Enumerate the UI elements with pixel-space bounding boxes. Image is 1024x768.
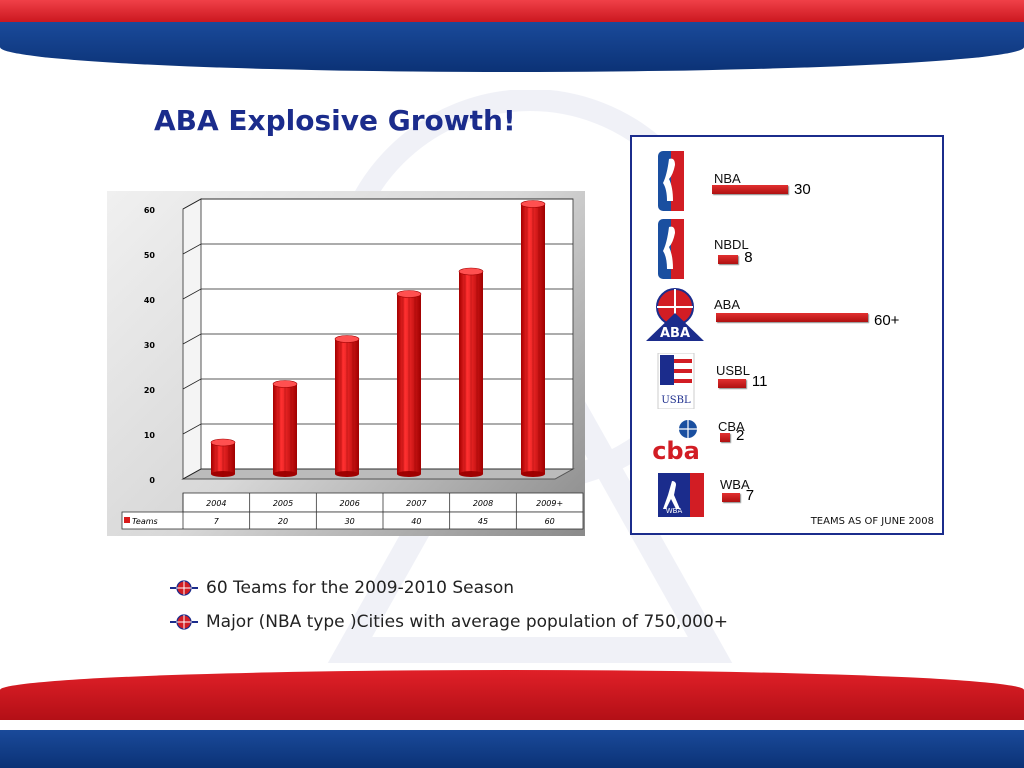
league-comparison-panel: NBA 30 NBDL 8 ABA ABA 60+ USBL	[630, 135, 944, 535]
bar-top	[210, 438, 236, 447]
league-row-nba: NBA 30	[632, 151, 942, 211]
table-category-label: 2004	[206, 499, 226, 508]
bottom-blue-band	[0, 730, 1024, 768]
y-axis-ticks: 0 10 20 30 40 50 60	[144, 206, 156, 485]
gridline	[182, 468, 573, 480]
top-blue-band	[0, 22, 1024, 72]
y-tick-label: 30	[144, 341, 156, 350]
league-name-aba: ABA	[714, 297, 741, 312]
data-table: 2004 7 2005 20 2006 30 2007 40 2008 45 2009+ 60 Team…	[121, 492, 584, 530]
y-tick-label: 60	[144, 206, 156, 215]
bar-top	[458, 267, 484, 276]
top-red-band	[0, 0, 1024, 24]
bottom-red-band	[0, 670, 1024, 720]
bar-top	[396, 290, 422, 298]
gridline	[182, 333, 573, 345]
table-value-label: 60	[545, 517, 555, 526]
bar	[520, 200, 546, 477]
svg-text:ABA: ABA	[660, 326, 690, 341]
gridline	[182, 198, 573, 210]
bar	[396, 290, 422, 477]
basketball-bullet-icon	[170, 580, 198, 596]
league-bar-nbdl	[718, 255, 739, 264]
league-value-nbdl: 8	[744, 249, 753, 266]
league-row-wba: WBA WBA 7	[632, 473, 942, 533]
bullet-item: 60 Teams for the 2009-2010 Season	[170, 578, 514, 598]
league-bar-cba	[720, 433, 730, 442]
bar	[334, 335, 360, 477]
slide-title: ABA Explosive Growth!	[154, 104, 516, 137]
nbdl-logo	[658, 219, 684, 279]
bar	[272, 380, 298, 477]
table-category-label: 2007	[406, 499, 427, 508]
aba-logo: ABA	[646, 288, 704, 341]
table-category-label: 2009+	[536, 499, 563, 508]
league-name-nbdl: NBDL	[714, 237, 749, 252]
svg-text:cba: cba	[652, 437, 700, 463]
usbl-logo: USBL	[657, 353, 695, 409]
chart-bars	[210, 200, 546, 477]
growth-bar-chart: 0 10 20 30 40 50 60 2004 7 2005 20 2006 30 2007 40 200…	[107, 191, 585, 536]
league-name-wba: WBA	[720, 477, 750, 492]
gridline	[182, 288, 573, 300]
table-category-label: 2005	[273, 499, 293, 508]
gridline	[182, 243, 573, 255]
bar-top	[272, 380, 298, 388]
legend-swatch	[124, 517, 130, 523]
y-tick-label: 10	[144, 431, 156, 440]
y-tick-label: 0	[149, 476, 155, 485]
table-category-label: 2006	[339, 499, 359, 508]
league-bar-aba	[716, 313, 868, 322]
table-value-label: 20	[278, 517, 288, 526]
league-value-nba: 30	[794, 181, 811, 198]
league-bar-wba	[722, 493, 740, 502]
table-value-label: 7	[214, 517, 220, 526]
bullet-text: Major (NBA type )Cities with average pop…	[206, 612, 729, 632]
chart-grid	[181, 198, 575, 480]
table-value-label: 45	[478, 517, 488, 526]
league-name-usbl: USBL	[716, 363, 750, 378]
league-name-cba: CBA	[718, 419, 745, 434]
chart-floor	[181, 468, 575, 480]
table-value-label: 40	[411, 517, 421, 526]
bar	[458, 267, 484, 477]
league-row-aba: ABA ABA 60+	[632, 287, 942, 347]
panel-note: TEAMS AS OF JUNE 2008	[810, 516, 934, 527]
bar	[210, 438, 236, 477]
nba-logo	[658, 151, 684, 211]
league-bar-nba	[712, 185, 788, 194]
svg-text:USBL: USBL	[661, 395, 691, 406]
league-value-wba: 7	[745, 487, 755, 504]
wba-logo: WBA	[658, 473, 704, 517]
league-name-nba: NBA	[714, 171, 741, 186]
basketball-bullet-icon	[170, 614, 198, 630]
league-row-usbl: USBL USBL 11	[632, 353, 942, 413]
table-value-row	[121, 511, 584, 530]
league-row-nbdl: NBDL 8	[632, 219, 942, 279]
bar-top	[334, 335, 360, 343]
table-category-label: 2008	[473, 499, 493, 508]
legend-label: Teams	[132, 517, 158, 526]
bullet-item: Major (NBA type )Cities with average pop…	[170, 612, 728, 632]
gridline	[182, 378, 573, 390]
league-value-cba: 2	[736, 427, 745, 444]
y-tick-label: 50	[144, 251, 156, 260]
y-tick-label: 40	[144, 296, 156, 305]
league-value-aba: 60+	[874, 312, 900, 329]
y-tick-label: 20	[144, 386, 156, 395]
gridline	[182, 423, 573, 435]
table-value-label: 30	[345, 517, 355, 526]
bullet-text: 60 Teams for the 2009-2010 Season	[206, 578, 515, 598]
league-value-usbl: 11	[751, 373, 768, 390]
league-row-cba: cba CBA 2	[632, 417, 942, 477]
bar-top	[520, 200, 546, 208]
svg-text:WBA: WBA	[666, 507, 683, 515]
league-bar-usbl	[718, 379, 746, 388]
cba-logo: cba	[652, 420, 700, 463]
